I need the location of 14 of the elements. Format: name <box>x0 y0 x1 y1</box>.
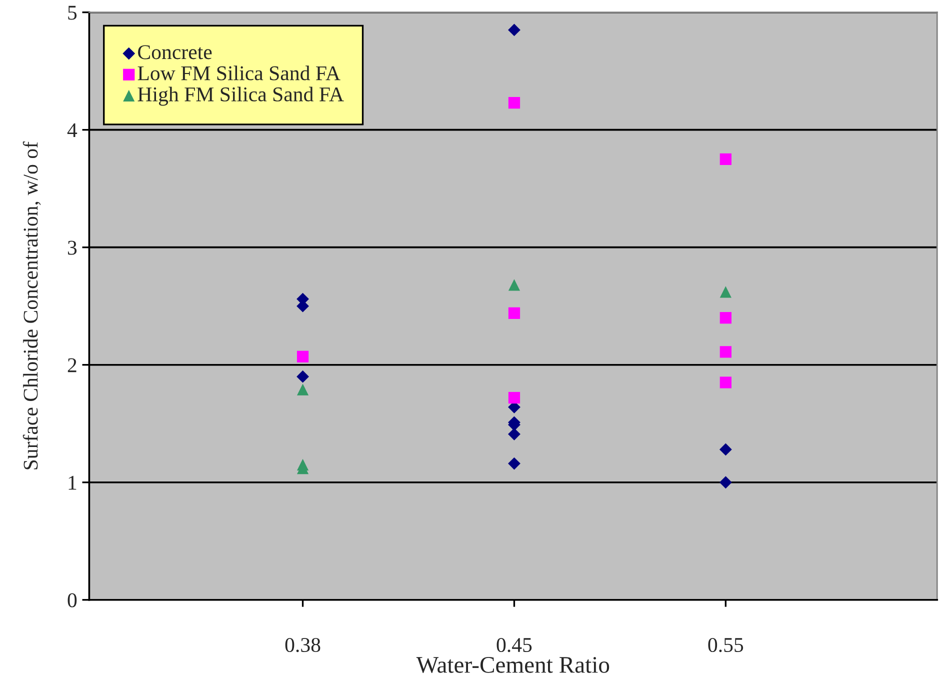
y-tick-label: 3 <box>68 240 77 255</box>
legend-label: Low FM Silica Sand FA <box>138 66 340 80</box>
x-axis-title: Water-Cement Ratio <box>416 657 610 674</box>
legend-label: High FM Silica Sand FA <box>138 86 344 106</box>
y-tick-label: 5 <box>68 6 77 20</box>
y-tick-label: 4 <box>67 123 78 138</box>
y-tick-label: 0 <box>68 593 77 608</box>
x-tick-label: 0.38 <box>285 638 320 652</box>
y-tick-label: 1 <box>68 476 76 490</box>
x-tick-label: 0.45 <box>496 638 532 652</box>
y-tick-label: 2 <box>68 358 76 372</box>
legend-label: Concrete <box>138 45 212 60</box>
x-tick-label: 0.55 <box>708 638 744 652</box>
y-axis-title: Surface Chloride Concentration, w/o of <box>22 141 41 470</box>
